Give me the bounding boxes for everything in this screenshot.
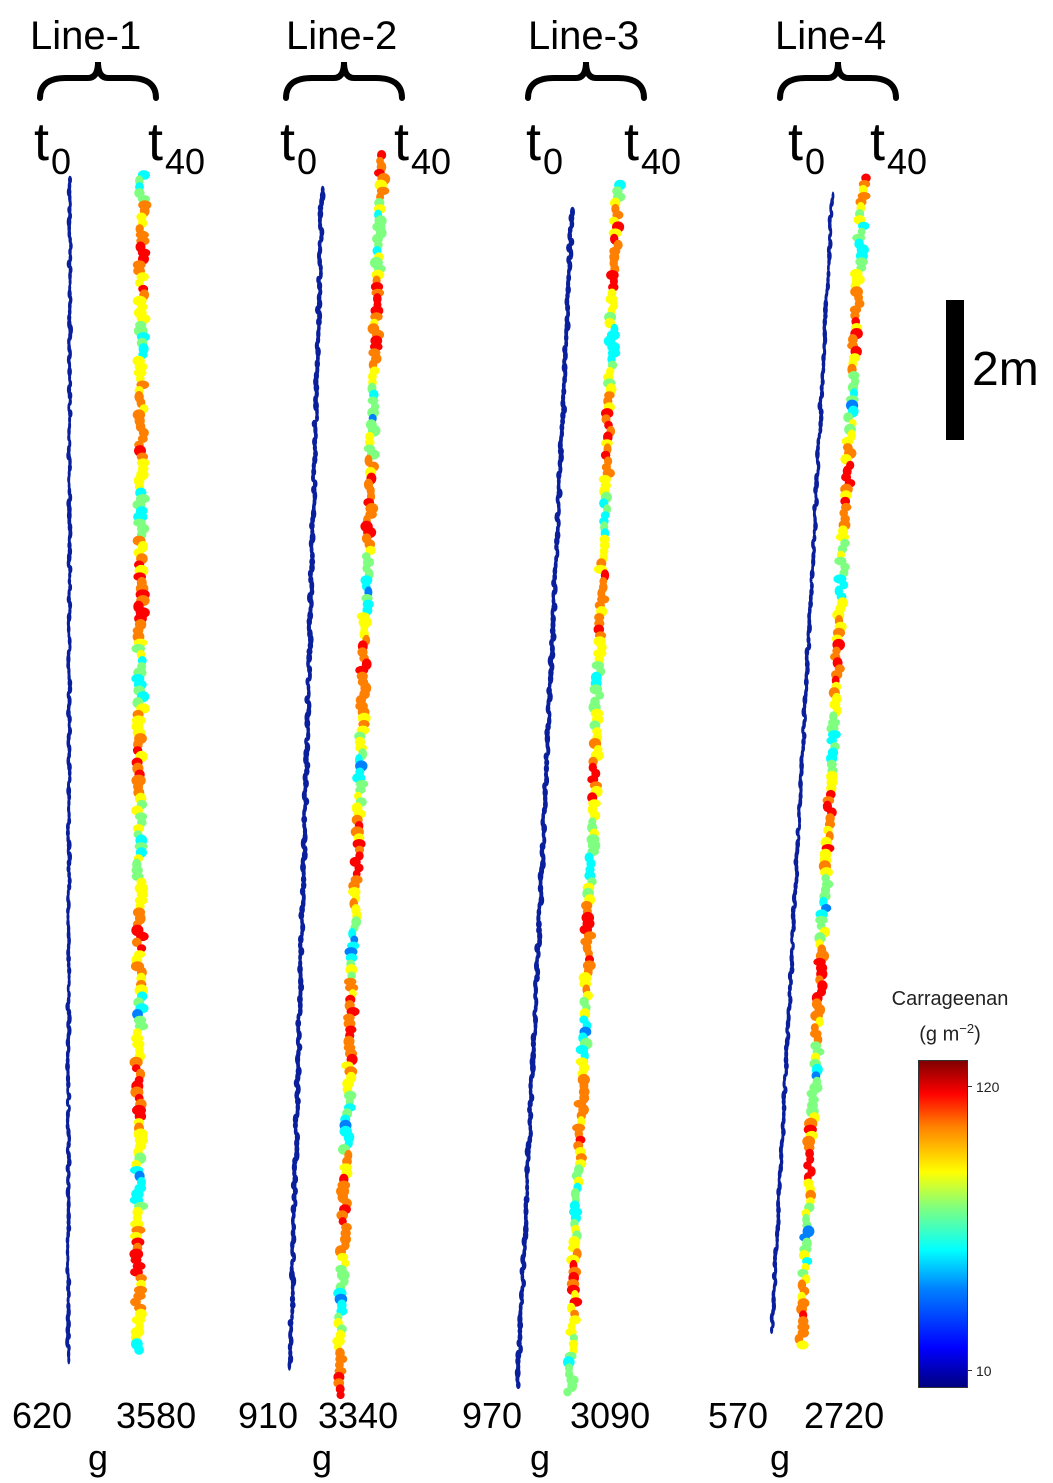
colorbar-unit: (g m−2): [919, 1021, 981, 1046]
line-1-t40-weight: 3580: [116, 1395, 197, 1436]
line-4-brace: [777, 61, 899, 101]
line-2-t0-label: t0: [280, 112, 318, 182]
line-3-t40-weight: 3090: [570, 1395, 651, 1436]
line-2-title: Line-2: [286, 14, 398, 58]
line-3-brace: [525, 61, 647, 101]
line-3-t0-weight: 970: [462, 1395, 523, 1436]
colorbar-max-label: 120: [976, 1079, 1000, 1095]
scale-bar-label: 2m: [972, 343, 1039, 396]
line-4-t0-strip: [769, 191, 835, 1334]
line-3-title: Line-3: [528, 14, 640, 58]
line-3-t0-label: t0: [526, 112, 564, 182]
line-2-t40-strip: [332, 150, 391, 1400]
colorbar-gradient: [918, 1060, 968, 1388]
line-1-t40-label: t40: [148, 112, 206, 182]
line-4-weight-unit: g: [770, 1437, 791, 1478]
line-4-t40-weight: 2720: [804, 1395, 885, 1436]
line-4-t0-weight: 570: [708, 1395, 769, 1436]
colorbar-max-tick: [967, 1086, 972, 1087]
line-1-t0-weight: 620: [12, 1395, 73, 1436]
line-2-t0-strip: [287, 185, 326, 1371]
line-1-weight-unit: g: [88, 1437, 109, 1478]
line-3-t0-strip: [514, 206, 575, 1390]
line-3-t40-strip: [563, 179, 626, 1397]
line-4-t40-label: t40: [870, 112, 928, 182]
line-2-brace: [283, 61, 405, 101]
line-3-t40-label: t40: [624, 112, 682, 182]
line-1-brace: [37, 61, 159, 101]
line-1-t0-strip: [65, 175, 73, 1365]
line-2-t40-weight: 3340: [318, 1395, 399, 1436]
colorbar-min-tick: [967, 1370, 972, 1371]
line-1-t40-strip: [129, 170, 152, 1355]
line-3-weight-unit: g: [530, 1437, 551, 1478]
line-2-t40-label: t40: [394, 112, 452, 182]
colorbar-min-label: 10: [976, 1363, 992, 1379]
line-1-title: Line-1: [30, 14, 142, 58]
line-2-t0-weight: 910: [238, 1395, 299, 1436]
line-4-title: Line-4: [775, 14, 887, 58]
scale-bar: [946, 300, 964, 440]
line-4-t40-strip: [794, 173, 871, 1350]
line-1-t0-label: t0: [34, 112, 72, 182]
line-4-t0-label: t0: [788, 112, 826, 182]
line-2-weight-unit: g: [312, 1437, 333, 1478]
colorbar-title: Carrageenan: [891, 988, 1009, 1010]
